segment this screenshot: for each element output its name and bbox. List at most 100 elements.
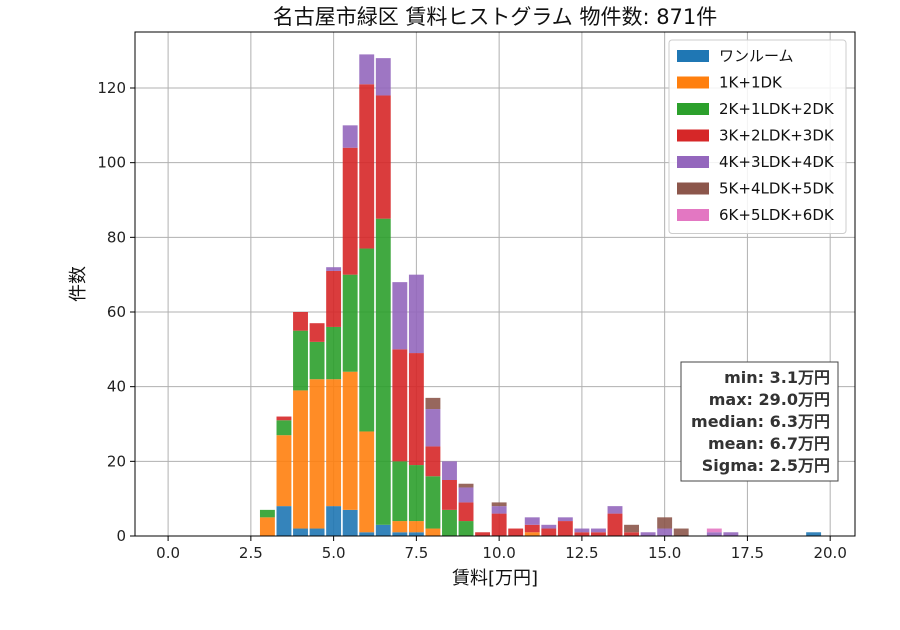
y-tick-label: 0 (116, 527, 126, 545)
chart-title: 名古屋市緑区 賃料ヒストグラム 物件数: 871件 (273, 5, 718, 29)
bar-segment (375, 58, 391, 96)
bar-segment (624, 532, 639, 536)
bar-segment (375, 524, 391, 536)
legend: ワンルーム 1K+1DK 2K+1LDK+2DK 3K+2LDK+3DK 4K+3LDK… (668, 39, 847, 234)
bar-segment (392, 521, 408, 533)
x-tick-label: 5.0 (322, 544, 346, 562)
y-tick-label: 40 (107, 378, 126, 396)
bar-segment (276, 506, 292, 536)
bar-segment (442, 509, 457, 536)
stats-line: mean: 6.7万円 (708, 434, 830, 453)
bar-segment (342, 147, 358, 275)
bar-segment (359, 84, 375, 249)
legend-swatch (677, 156, 709, 168)
legend-label: 2K+1LDK+2DK (719, 100, 835, 118)
stats-line: min: 3.1万円 (724, 368, 830, 387)
y-tick-label: 20 (107, 452, 126, 470)
bar-segment (359, 248, 375, 432)
legend-label: ワンルーム (719, 47, 794, 65)
legend-label: 4K+3LDK+4DK (719, 153, 835, 171)
stats-frame (680, 361, 839, 482)
legend-swatch (677, 76, 709, 89)
legend-frame (668, 39, 847, 234)
bar-segment (293, 330, 308, 391)
y-tick-label: 60 (107, 303, 126, 321)
bar-segment (293, 312, 308, 331)
bar-segment (574, 528, 590, 533)
y-tick-label: 80 (107, 228, 126, 246)
bar-segment (557, 517, 573, 522)
bar-segment (408, 274, 424, 354)
bar-segment (342, 371, 358, 510)
bar-segment (375, 95, 391, 219)
bar-segment (425, 528, 441, 536)
bar-segment (806, 532, 822, 536)
bar-segment (408, 532, 424, 536)
bar-segment (673, 528, 689, 536)
bar-segment (524, 532, 540, 536)
bar-segment (309, 379, 325, 529)
legend-label: 5K+4LDK+5DK (719, 180, 835, 198)
bar-segment (259, 509, 275, 518)
bar-segment (408, 353, 424, 466)
bar-segment (541, 528, 557, 536)
legend-label: 3K+2LDK+3DK (719, 127, 835, 145)
bar-segment (392, 532, 408, 536)
legend-swatch (677, 182, 709, 195)
x-tick-label: 12.5 (565, 544, 598, 562)
bar-segment (326, 267, 342, 271)
bar-segment (458, 502, 474, 522)
x-tick-label: 17.5 (731, 544, 764, 562)
bar-segment (392, 349, 408, 462)
x-tick-label: 15.0 (648, 544, 681, 562)
legend-swatch (677, 103, 709, 115)
legend-label: 1K+1DK (719, 74, 783, 92)
bar-segment (309, 528, 325, 536)
y-axis-label: 件数 (68, 266, 89, 302)
bar-segment (326, 506, 342, 536)
bar-segment (342, 125, 358, 148)
bar-segment (408, 465, 424, 522)
bar-segment (723, 532, 739, 536)
bar-segment (342, 274, 358, 372)
bar-segment (706, 532, 722, 536)
bar-segment (541, 524, 557, 529)
bar-segment (475, 532, 491, 536)
bar-segment (591, 532, 606, 536)
bar-segment (524, 524, 540, 533)
plot-frame (134, 31, 856, 537)
bar-segment (491, 502, 507, 507)
bar-segment (326, 270, 342, 327)
bar-segment (442, 461, 457, 480)
bar-segment (309, 341, 325, 380)
legend-swatch (677, 209, 709, 221)
bar-segment (359, 532, 375, 536)
y-ticks: 0 20 40 60 80 100 120 (97, 79, 135, 545)
bar-segment (458, 483, 474, 488)
bar-segment (326, 326, 342, 380)
bar-segment (293, 528, 308, 536)
stats-box: min: 3.1万円 max: 29.0万円 median: 6.3万円 mean: … (680, 361, 839, 482)
bar-segment (607, 513, 623, 536)
bars (259, 54, 822, 536)
legend-label: 6K+5LDK+6DK (719, 206, 835, 224)
bar-segment (557, 521, 573, 536)
bar-segment (276, 420, 292, 436)
bar-segment (392, 461, 408, 522)
bar-segment (425, 476, 441, 529)
bar-segment (392, 282, 408, 350)
y-tick-label: 120 (97, 79, 126, 97)
x-tick-label: 10.0 (482, 544, 515, 562)
bar-segment (259, 517, 275, 536)
bar-segment (442, 480, 457, 510)
bar-segment (458, 521, 474, 536)
bar-segment (342, 509, 358, 536)
bar-segment (408, 521, 424, 533)
stats-line: Sigma: 2.5万円 (702, 456, 830, 475)
bar-segment (657, 517, 673, 529)
bar-segment (276, 435, 292, 507)
bar-segment (624, 524, 639, 533)
bar-segment (375, 218, 391, 525)
bar-segment (425, 446, 441, 477)
